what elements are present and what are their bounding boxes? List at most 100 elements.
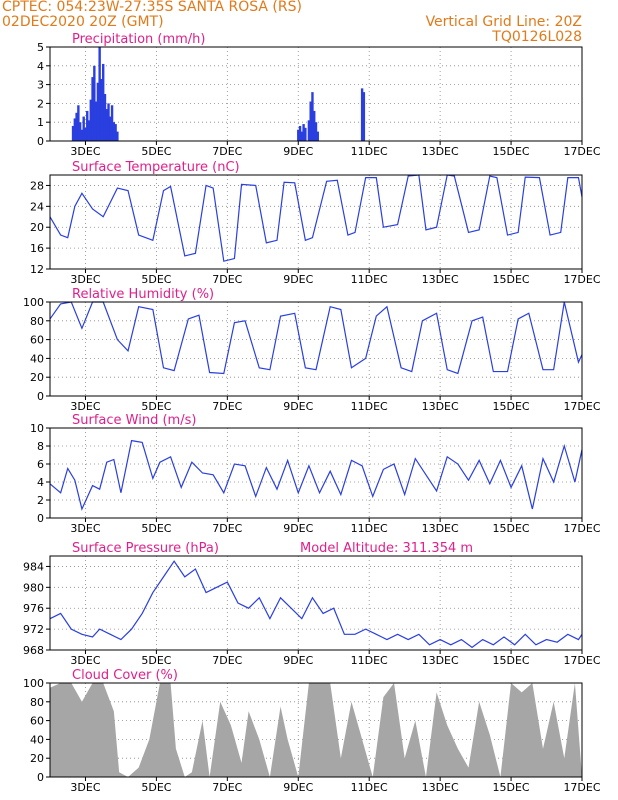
y-tick-label: 20 — [30, 752, 44, 765]
x-tick-label: 7DEC — [212, 145, 242, 158]
precip-bar — [102, 63, 105, 141]
x-tick-label: 3DEC — [70, 145, 100, 158]
y-tick-label: 0 — [37, 512, 44, 525]
precip-bar — [75, 112, 78, 141]
panel-frame — [49, 555, 583, 651]
x-tick-label: 9DEC — [283, 654, 313, 667]
x-tick-label: 11DEC — [351, 273, 388, 286]
precip-bar — [103, 94, 107, 141]
precip-bar — [309, 101, 312, 141]
x-tick-label: 17DEC — [563, 273, 600, 286]
x-tick-label: 5DEC — [141, 273, 171, 286]
y-tick-label: 80 — [30, 315, 44, 328]
precip-bar — [300, 131, 304, 141]
y-tick-label: 8 — [37, 440, 44, 453]
y-tick-label: 60 — [30, 715, 44, 728]
x-tick-label: 7DEC — [212, 400, 242, 413]
panel-frame — [49, 682, 583, 778]
precip-bar — [93, 65, 96, 141]
panel-title: Cloud Cover (%) — [72, 668, 178, 683]
y-tick-label: 40 — [30, 733, 44, 746]
chart-header: CPTEC: 054:23W-27:35S SANTA ROSA (RS) 02… — [0, 0, 618, 46]
panel-title: Precipitation (mm/h) — [72, 32, 205, 47]
x-tick-label: 17DEC — [563, 654, 600, 667]
x-tick-label: 11DEC — [351, 400, 388, 413]
y-tick-label: 24 — [30, 200, 44, 213]
x-tick-label: 3DEC — [70, 781, 100, 794]
x-tick-label: 15DEC — [493, 145, 530, 158]
precip-bar — [311, 92, 314, 141]
x-tick-label: 5DEC — [141, 522, 171, 535]
precip-bar — [100, 78, 103, 141]
y-tick-label: 28 — [30, 179, 44, 192]
x-tick-label: 5DEC — [141, 781, 171, 794]
x-tick-label: 7DEC — [212, 781, 242, 794]
panel-title: Relative Humidity (%) — [72, 287, 214, 302]
x-tick-label: 13DEC — [422, 654, 459, 667]
y-tick-label: 0 — [37, 390, 44, 403]
y-tick-label: 980 — [23, 581, 44, 594]
x-tick-label: 17DEC — [563, 400, 600, 413]
x-tick-label: 9DEC — [283, 522, 313, 535]
x-tick-label: 3DEC — [70, 400, 100, 413]
precip-bar — [73, 118, 77, 141]
precip-bar — [91, 77, 94, 141]
panel-frame — [49, 46, 583, 142]
y-tick-label: 40 — [30, 352, 44, 365]
model-label: TQ0126L028 — [492, 29, 582, 45]
x-tick-label: 13DEC — [422, 522, 459, 535]
precip-bar — [82, 116, 85, 141]
precip-bar — [307, 120, 311, 141]
x-tick-label: 7DEC — [212, 654, 242, 667]
y-tick-label: 20 — [30, 221, 44, 234]
y-tick-label: 0 — [37, 135, 44, 148]
y-tick-label: 968 — [23, 644, 44, 657]
x-tick-label: 11DEC — [351, 781, 388, 794]
station-label: CPTEC: 054:23W-27:35S SANTA ROSA (RS) — [2, 0, 302, 15]
precip-bar — [109, 116, 112, 141]
panel-title: Surface Wind (m/s) — [72, 413, 196, 428]
y-tick-label: 0 — [37, 771, 44, 784]
y-tick-label: 80 — [30, 696, 44, 709]
precip-bar — [98, 47, 101, 141]
precip-bar — [314, 122, 318, 141]
precip-bar — [84, 127, 87, 141]
panel-title: Surface Pressure (hPa) — [72, 541, 219, 556]
y-tick-label: 976 — [23, 602, 44, 615]
x-tick-label: 13DEC — [422, 400, 459, 413]
x-tick-label: 5DEC — [141, 400, 171, 413]
y-tick-label: 100 — [23, 677, 44, 690]
y-tick-label: 2 — [37, 97, 44, 110]
precip-bar — [360, 88, 364, 141]
precip-bar — [316, 131, 319, 141]
series-line — [49, 560, 583, 649]
y-tick-label: 6 — [37, 458, 44, 471]
y-tick-label: 5 — [37, 41, 44, 54]
x-tick-label: 15DEC — [493, 654, 530, 667]
x-tick-label: 11DEC — [351, 145, 388, 158]
y-tick-label: 972 — [23, 623, 44, 636]
precip-bar — [302, 124, 305, 141]
panel-subtitle: Model Altitude: 311.354 m — [300, 541, 473, 556]
y-tick-label: 3 — [37, 79, 44, 92]
precip-bar — [112, 122, 116, 141]
x-tick-label: 3DEC — [70, 654, 100, 667]
x-tick-label: 3DEC — [70, 273, 100, 286]
precip-bar — [362, 92, 366, 141]
precip-bar — [96, 82, 100, 141]
y-tick-label: 20 — [30, 371, 44, 384]
x-tick-label: 11DEC — [351, 654, 388, 667]
precip-bar — [304, 127, 307, 141]
precip-bar — [116, 131, 119, 141]
x-tick-label: 13DEC — [422, 781, 459, 794]
precip-bar — [313, 110, 316, 141]
x-tick-label: 15DEC — [493, 400, 530, 413]
y-tick-label: 984 — [23, 560, 44, 573]
x-tick-label: 5DEC — [141, 145, 171, 158]
precip-bar — [86, 110, 89, 141]
x-tick-label: 15DEC — [493, 273, 530, 286]
panel-frame — [49, 427, 583, 519]
x-tick-label: 9DEC — [283, 781, 313, 794]
y-tick-label: 4 — [37, 60, 44, 73]
